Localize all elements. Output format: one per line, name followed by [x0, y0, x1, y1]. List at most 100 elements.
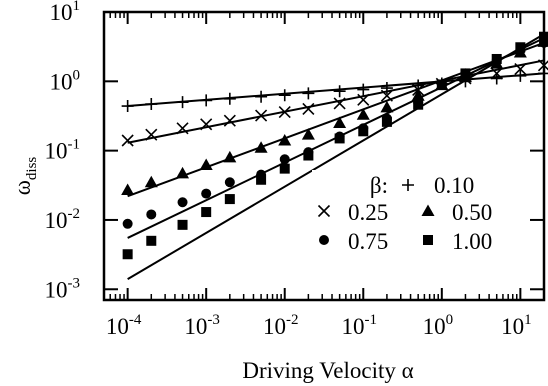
y-tick-label-base: 10: [45, 208, 68, 233]
data-point-square: [224, 194, 235, 205]
x-tick-label: 10-1: [342, 312, 378, 339]
fit-line-0.10: [127, 72, 545, 108]
x-tick-label: 100: [423, 312, 454, 339]
y-tick-label: 10-1: [45, 137, 81, 164]
data-point-circle: [279, 154, 290, 165]
data-point-cross: [255, 109, 268, 122]
y-tick-label-exponent: -2: [68, 206, 81, 222]
y-tick-label: 10-2: [45, 206, 81, 233]
data-point-cross: [278, 106, 291, 119]
data-point-plus: [223, 92, 236, 105]
x-tick-label-exponent: -1: [365, 312, 378, 328]
data-point-cross: [380, 89, 393, 102]
data-point-triangle: [121, 183, 135, 196]
data-point-square: [413, 99, 424, 110]
x-tick-label-exponent: 0: [446, 312, 454, 328]
data-point-square: [201, 207, 212, 218]
y-tick-label-exponent: -1: [68, 137, 81, 153]
data-point-plus: [278, 89, 291, 102]
x-tick-label: 10-2: [263, 312, 299, 339]
data-point-cross: [200, 118, 213, 131]
x-tick-label: 101: [501, 312, 532, 339]
legend-label: 0.25: [348, 200, 388, 225]
data-point-triangle: [144, 175, 158, 188]
data-point-circle: [224, 177, 235, 188]
data-point-circle: [122, 218, 133, 229]
data-point-triangle: [254, 141, 268, 153]
y-tick-label: 100: [50, 67, 81, 94]
x-tick-label-base: 10: [106, 314, 129, 339]
legend-label: 0.75: [348, 229, 388, 254]
data-point-square: [515, 42, 526, 53]
y-axis-title-subscript: diss: [24, 157, 40, 181]
data-point-cross: [514, 63, 527, 76]
x-tick-label-exponent: -3: [207, 312, 220, 328]
data-point-triangle: [278, 134, 292, 146]
data-point-square: [146, 235, 157, 246]
x-axis-title: Driving Velocity α: [242, 358, 413, 383]
y-tick-label-base: 10: [45, 277, 68, 302]
data-point-plus: [357, 83, 370, 96]
y-axis-title-base: ω: [10, 180, 35, 195]
data-point-cross: [490, 67, 503, 80]
legend-title: β:: [370, 173, 388, 198]
data-point-triangle: [356, 108, 370, 120]
y-tick-label-exponent: 0: [73, 67, 81, 83]
fit-line-1.00: [127, 33, 545, 280]
data-point-cross: [145, 128, 158, 141]
data-point-square: [381, 116, 392, 127]
data-point-plus: [514, 69, 527, 82]
data-point-triangle: [176, 166, 190, 179]
legend-marker-circle: [319, 235, 329, 245]
legend-marker-plus: [402, 179, 414, 191]
data-point-circle: [146, 209, 157, 220]
data-point-triangle: [380, 100, 394, 113]
x-tick-label-exponent: 1: [524, 312, 532, 328]
data-point-plus: [121, 100, 134, 113]
data-point-square: [334, 133, 345, 144]
x-tick-label: 10-3: [184, 312, 220, 339]
data-point-square: [358, 126, 369, 137]
data-point-plus: [255, 90, 268, 103]
data-point-plus: [380, 82, 393, 95]
fit-lines: [127, 33, 545, 280]
data-point-square: [491, 53, 502, 64]
data-point-plus: [176, 96, 189, 109]
data-point-cross: [302, 102, 315, 115]
fit-line-0.50: [127, 41, 545, 198]
data-point-cross: [121, 134, 134, 147]
legend-marker-triangle: [421, 204, 435, 216]
data-point-square: [303, 150, 314, 161]
data-point-triangle: [411, 89, 425, 101]
data-point-triangle: [223, 150, 237, 163]
x-tick-label-base: 10: [184, 314, 207, 339]
data-point-cross: [176, 122, 189, 135]
x-tick-label-base: 10: [501, 314, 524, 339]
axis-ticks: [104, 11, 544, 300]
data-point-square: [436, 79, 447, 90]
plot-frame: [102, 10, 546, 302]
y-tick-label: 101: [50, 0, 81, 25]
data-point-plus: [200, 94, 213, 107]
data-point-plus: [333, 85, 346, 98]
legend-label: 1.00: [452, 229, 492, 254]
data-points: [121, 31, 548, 260]
data-point-cross: [357, 93, 370, 106]
data-point-square: [122, 249, 133, 260]
y-tick-label-exponent: 1: [73, 0, 81, 14]
x-tick-label: 10-4: [106, 312, 142, 339]
data-point-cross: [333, 97, 346, 110]
y-tick-label-exponent: -3: [68, 275, 81, 291]
data-point-square: [460, 68, 471, 79]
data-point-triangle: [333, 116, 347, 129]
legend-label: 0.50: [452, 200, 492, 225]
x-tick-label-exponent: -4: [129, 312, 142, 328]
data-point-square: [279, 163, 290, 174]
data-point-plus: [302, 87, 315, 100]
y-tick-label: 10-3: [45, 275, 81, 302]
legend-label: 0.10: [434, 173, 474, 198]
legend-marker-cross: [317, 204, 331, 218]
legend-marker-square: [423, 235, 433, 245]
